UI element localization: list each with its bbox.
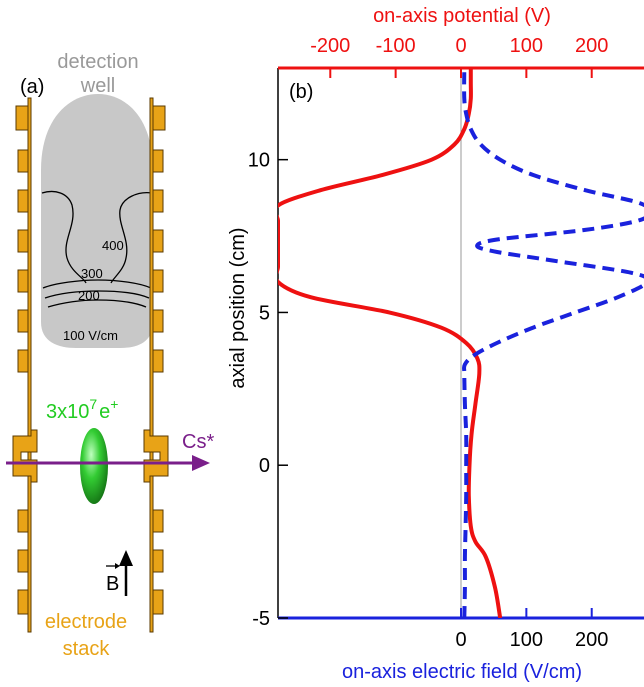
panel-a-label: (a) xyxy=(20,76,44,98)
top-tick-label: 100 xyxy=(510,35,543,57)
positron-count-base: 3x10 xyxy=(46,401,89,423)
vector-arrow-icon xyxy=(106,563,120,569)
bottom-axis-ticks: 0 100 200 xyxy=(455,608,608,651)
field-contours xyxy=(41,190,153,308)
electrode-stack-label-line2: stack xyxy=(63,638,111,660)
bottom-tick-label: 100 xyxy=(510,629,543,651)
detection-well-region xyxy=(41,94,153,348)
contour-label-300: 300 xyxy=(81,266,103,281)
y-axis-title: axial position (cm) xyxy=(227,227,249,388)
contour-label-100: 100 V/cm xyxy=(63,328,118,343)
bottom-tick-label: 0 xyxy=(455,629,466,651)
y-tick-label: -5 xyxy=(252,608,270,630)
magnetic-field-arrow xyxy=(119,550,133,596)
detection-well-label-line2: well xyxy=(80,75,115,97)
panel-b: (b) -5 0 5 10 -200 -100 0 100 200 0 100 200 on-ax… xyxy=(227,5,644,683)
positron-symbol: e xyxy=(99,401,110,423)
positron-cloud xyxy=(80,428,108,504)
positron-symbol-sup: + xyxy=(110,396,118,412)
magnetic-field-label: B xyxy=(106,573,119,595)
bottom-tick-label: 200 xyxy=(575,629,608,651)
contour-label-200: 200 xyxy=(78,288,100,303)
panel-b-label: (b) xyxy=(289,81,313,103)
bottom-axis-title: on-axis electric field (V/cm) xyxy=(342,661,582,683)
contour-label-400: 400 xyxy=(102,238,124,253)
detection-well-label-line1: detection xyxy=(57,51,138,73)
top-tick-label: -100 xyxy=(376,35,416,57)
electrode-stack-left xyxy=(12,97,38,633)
series-layer xyxy=(278,68,644,618)
y-axis-ticks: -5 0 5 10 xyxy=(248,150,288,630)
y-tick-label: 0 xyxy=(259,455,270,477)
top-tick-label: 0 xyxy=(455,35,466,57)
top-tick-label: -200 xyxy=(310,35,350,57)
electrode-stack-label-line1: electrode xyxy=(45,611,127,633)
positron-count-label: 3x107 e+ xyxy=(46,396,118,423)
cs-beam-label: Cs* xyxy=(182,431,214,453)
cs-beam-arrow xyxy=(6,455,210,471)
positron-count-exponent: 7 xyxy=(89,396,97,412)
y-tick-label: 10 xyxy=(248,150,270,172)
top-axis-ticks: -200 -100 0 100 200 xyxy=(310,35,608,78)
electrode-stack-right xyxy=(143,97,169,633)
top-tick-label: 200 xyxy=(575,35,608,57)
y-tick-label: 5 xyxy=(259,302,270,324)
potential-series-line xyxy=(278,68,503,618)
panel-a: (a) detection well 400 300 200 100 V/cm xyxy=(6,51,214,660)
top-axis-title: on-axis potential (V) xyxy=(373,5,551,27)
electric-field-series-line xyxy=(462,68,644,618)
